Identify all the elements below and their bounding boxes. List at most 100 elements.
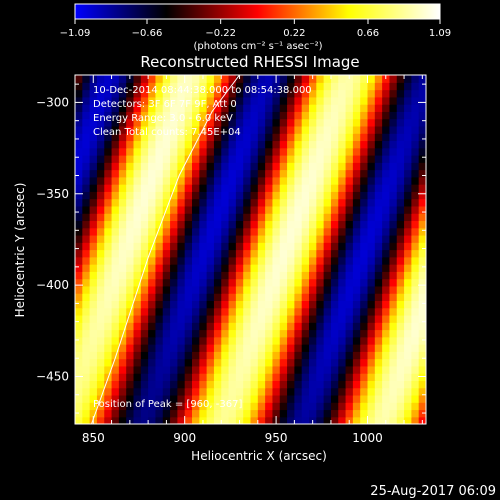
heatmap-cell (206, 213, 215, 222)
heatmap-cell (404, 293, 412, 301)
heatmap-cell (148, 300, 157, 309)
heatmap-cell (374, 365, 383, 374)
heatmap-cell (382, 169, 391, 178)
heatmap-cell (192, 336, 200, 345)
heatmap-cell (140, 162, 149, 171)
heatmap-cell (345, 104, 354, 112)
heatmap-cell (309, 111, 317, 120)
heatmap-cell (126, 314, 135, 323)
heatmap-cell (162, 147, 171, 156)
heatmap-cell (316, 307, 325, 316)
heatmap-cell (279, 380, 288, 389)
heatmap-cell (140, 329, 149, 338)
heatmap-cell (396, 96, 405, 105)
heatmap-cell (199, 184, 208, 192)
heatmap-cell (75, 140, 83, 149)
heatmap-cell (82, 104, 91, 112)
heatmap-cell (140, 293, 149, 301)
heatmap-cell (418, 169, 426, 178)
heatmap-cell (199, 154, 208, 163)
heatmap-cell (213, 402, 222, 411)
heatmap-cell (309, 227, 317, 236)
heatmap-cell (118, 96, 127, 105)
heatmap-cell (294, 329, 303, 338)
heatmap-cell (345, 89, 354, 98)
heatmap-cell (118, 162, 127, 171)
heatmap-cell (279, 242, 288, 251)
heatmap-cell (206, 162, 215, 171)
heatmap-cell (309, 365, 317, 374)
heatmap-cell (199, 256, 208, 265)
heatmap-cell (82, 351, 91, 360)
heatmap-cell (213, 234, 222, 243)
heatmap-cell (133, 380, 142, 389)
heatmap-cell (206, 271, 215, 280)
heatmap-cell (155, 256, 164, 265)
heatmap-cell (75, 147, 83, 156)
heatmap-cell (126, 293, 135, 301)
heatmap-cell (382, 365, 391, 374)
heatmap-cell (126, 96, 135, 105)
heatmap-cell (330, 271, 339, 280)
heatmap-cell (206, 416, 215, 424)
heatmap-cell (389, 322, 398, 331)
heatmap-cell (411, 256, 420, 265)
heatmap-cell (287, 271, 295, 280)
heatmap-cell (213, 75, 222, 83)
heatmap-cell (352, 118, 361, 127)
heatmap-cell (418, 125, 426, 134)
heatmap-cell (418, 365, 426, 374)
heatmap-cell (367, 358, 376, 367)
heatmap-cell (272, 402, 281, 411)
heatmap-cell (243, 198, 252, 207)
heatmap-cell (265, 322, 274, 331)
heatmap-cell (389, 351, 398, 360)
heatmap-cell (338, 264, 347, 272)
heatmap-cell (323, 351, 332, 360)
heatmap-cell (382, 249, 391, 258)
heatmap-cell (96, 104, 105, 112)
heatmap-cell (352, 358, 361, 367)
heatmap-cell (294, 358, 303, 367)
heatmap-cell (243, 293, 252, 301)
heatmap-cell (382, 111, 391, 120)
heatmap-cell (126, 358, 135, 367)
heatmap-cell (389, 125, 398, 134)
heatmap-cell (104, 329, 113, 338)
heatmap-cell (104, 227, 113, 236)
heatmap-cell (148, 125, 157, 134)
heatmap-cell (309, 402, 317, 411)
heatmap-cell (374, 242, 383, 251)
heatmap-cell (257, 147, 266, 156)
heatmap-cell (213, 162, 222, 171)
heatmap-cell (316, 271, 325, 280)
heatmap-cell (301, 242, 310, 251)
heatmap-cell (206, 227, 215, 236)
heatmap-cell (82, 118, 91, 127)
heatmap-cell (221, 104, 230, 112)
heatmap-cell (170, 402, 178, 411)
heatmap-cell (96, 402, 105, 411)
heatmap-cell (96, 198, 105, 207)
heatmap-cell (170, 322, 178, 331)
heatmap-cell (118, 358, 127, 367)
heatmap-cell (235, 264, 244, 272)
heatmap-cell (382, 409, 391, 418)
heatmap-cell (345, 125, 354, 134)
heatmap-cell (177, 133, 186, 142)
heatmap-cell (206, 133, 215, 142)
heatmap-cell (250, 271, 259, 280)
heatmap-cell (250, 387, 259, 396)
heatmap-cell (170, 82, 178, 91)
heatmap-cell (389, 329, 398, 338)
heatmap-cell (111, 300, 120, 309)
heatmap-cell (367, 227, 376, 236)
heatmap-cell (404, 387, 412, 396)
heatmap-cell (279, 351, 288, 360)
heatmap-cell (96, 300, 105, 309)
heatmap-cell (257, 162, 266, 171)
heatmap-cell (199, 409, 208, 418)
heatmap-cell (221, 358, 230, 367)
heatmap-cell (294, 220, 303, 229)
heatmap-cell (235, 169, 244, 178)
